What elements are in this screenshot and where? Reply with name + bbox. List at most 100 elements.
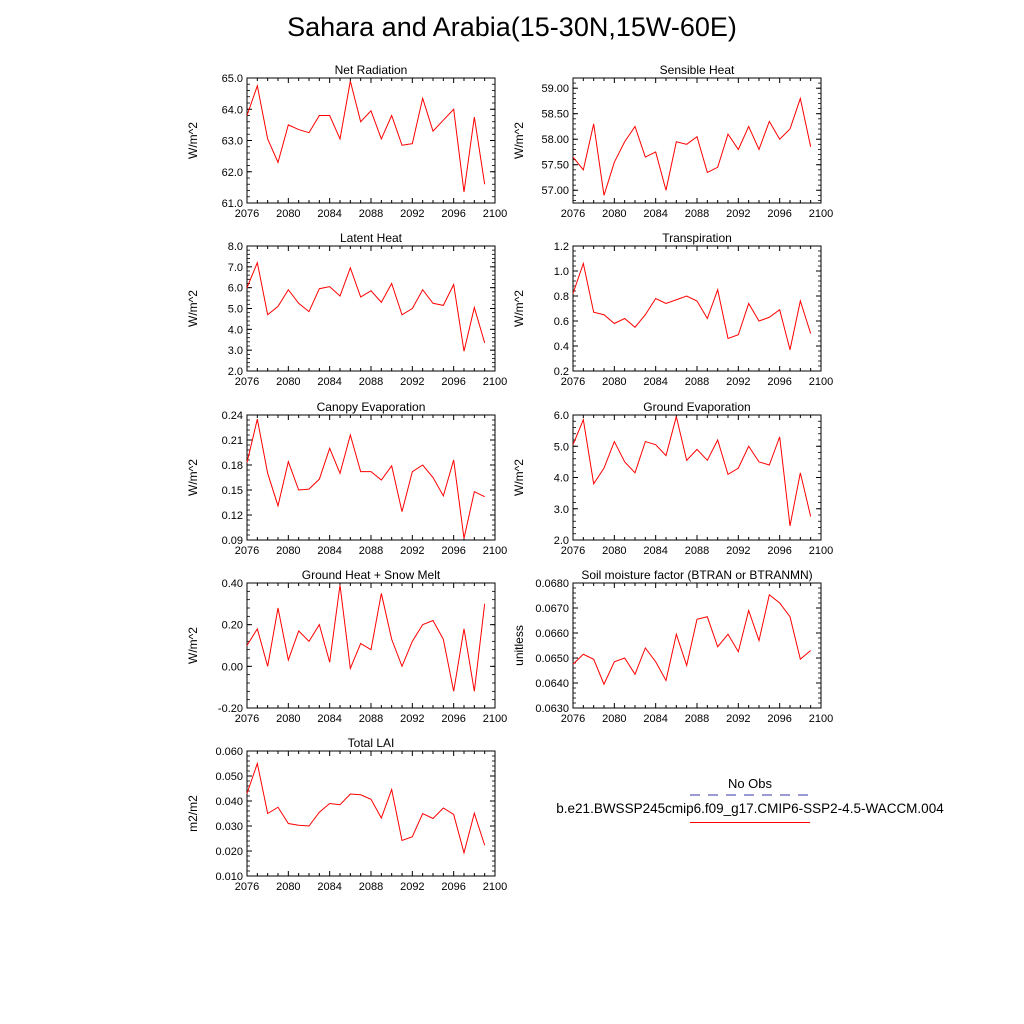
x-tick-label: 2084	[317, 376, 341, 388]
legend-obs-line	[690, 794, 810, 796]
y-tick-label: 57.00	[541, 185, 569, 197]
y-tick-label: 5.0	[554, 441, 569, 453]
y-tick-label: 3.0	[228, 345, 243, 357]
x-tick-label: 2100	[483, 545, 507, 557]
x-tick-label: 2080	[602, 376, 626, 388]
x-tick-label: 2092	[400, 545, 424, 557]
y-tick-label: 0.00	[222, 661, 243, 673]
y-tick-label: 0.15	[222, 485, 243, 497]
x-tick-label: 2096	[441, 376, 465, 388]
legend-obs-label: No Obs	[727, 776, 773, 791]
x-tick-label: 2088	[359, 545, 383, 557]
y-tick-label: 0.09	[222, 535, 243, 547]
x-tick-label: 2100	[809, 713, 833, 725]
panel-title: Latent Heat	[340, 231, 403, 245]
y-tick-label: 0.18	[222, 460, 243, 472]
x-tick-label: 2088	[685, 376, 709, 388]
legend-case-line	[690, 822, 810, 823]
y-axis-label: unitless	[512, 625, 526, 666]
x-tick-label: 2096	[767, 208, 791, 220]
x-tick-label: 2092	[400, 713, 424, 725]
x-tick-label: 2088	[685, 545, 709, 557]
x-tick-label: 2088	[685, 713, 709, 725]
y-tick-label: 5.0	[228, 304, 243, 316]
x-tick-label: 2088	[359, 713, 383, 725]
x-tick-label: 2076	[235, 545, 259, 557]
series-line	[572, 261, 812, 350]
y-tick-label: 1.0	[554, 266, 569, 278]
y-tick-label: 0.40	[222, 578, 243, 590]
x-tick-label: 2076	[235, 376, 259, 388]
panel-title: Net Radiation	[335, 63, 408, 77]
x-tick-label: 2076	[235, 713, 259, 725]
y-axis-label: m2/m2	[186, 795, 200, 832]
series-line	[246, 80, 486, 193]
y-tick-label: 0.060	[215, 746, 243, 758]
y-tick-label: 6.0	[228, 283, 243, 295]
x-tick-label: 2080	[276, 545, 300, 557]
legend: No Obs b.e21.BWSSP245cmip6.f09_g17.CMIP6…	[520, 776, 980, 823]
y-tick-label: 58.50	[541, 109, 569, 121]
x-tick-label: 2080	[276, 881, 300, 893]
x-tick-label: 2080	[602, 713, 626, 725]
x-tick-label: 2088	[359, 881, 383, 893]
y-tick-label: 7.0	[228, 262, 243, 274]
figure-title: Sahara and Arabia(15-30N,15W-60E)	[287, 12, 737, 42]
y-axis-label: W/m^2	[512, 122, 526, 159]
x-tick-label: 2084	[643, 713, 667, 725]
series-line	[246, 419, 485, 539]
y-tick-label: 4.0	[554, 473, 569, 485]
legend-case-label: b.e21.BWSSP245cmip6.f09_g17.CMIP6-SSP2-4…	[556, 801, 944, 816]
x-tick-label: 2076	[561, 208, 585, 220]
y-tick-label: 58.00	[541, 134, 569, 146]
y-tick-label: 1.2	[554, 241, 569, 253]
y-tick-label: 57.50	[541, 160, 569, 172]
x-tick-label: 2100	[483, 713, 507, 725]
x-tick-label: 2092	[400, 208, 424, 220]
y-axis-label: W/m^2	[186, 627, 200, 664]
x-tick-label: 2100	[809, 376, 833, 388]
y-tick-label: 6.0	[554, 410, 569, 422]
y-tick-label: 62.0	[222, 167, 243, 179]
x-tick-label: 2088	[685, 208, 709, 220]
series-line	[246, 761, 486, 855]
panel-title: Ground Evaporation	[643, 400, 750, 414]
x-tick-label: 2096	[767, 376, 791, 388]
y-tick-label: 63.0	[222, 136, 243, 148]
panel-title: Ground Heat + Snow Melt	[302, 568, 441, 582]
y-tick-label: 0.24	[222, 410, 243, 422]
x-tick-label: 2092	[400, 376, 424, 388]
x-tick-label: 2092	[400, 881, 424, 893]
x-tick-label: 2076	[561, 545, 585, 557]
y-axis-label: W/m^2	[186, 122, 200, 159]
x-tick-label: 2092	[726, 713, 750, 725]
x-tick-label: 2100	[483, 208, 507, 220]
x-tick-label: 2076	[235, 208, 259, 220]
panel-title: Sensible Heat	[660, 63, 735, 77]
series-line	[572, 96, 812, 196]
x-tick-label: 2080	[276, 713, 300, 725]
x-tick-label: 2088	[359, 376, 383, 388]
x-tick-label: 2096	[441, 881, 465, 893]
x-tick-label: 2092	[726, 545, 750, 557]
x-tick-label: 2100	[483, 881, 507, 893]
y-tick-label: 3.0	[554, 504, 569, 516]
y-tick-label: 4.0	[228, 324, 243, 336]
y-tick-label: 0.0660	[535, 628, 569, 640]
series-line	[246, 260, 486, 352]
y-axis-label: W/m^2	[512, 459, 526, 496]
y-tick-label: 0.4	[554, 341, 569, 353]
plot-frame	[572, 77, 822, 204]
y-tick-label: 2.0	[554, 535, 569, 547]
series-line	[572, 416, 812, 527]
y-tick-label: 64.0	[222, 104, 243, 116]
y-axis-label: W/m^2	[186, 290, 200, 327]
x-tick-label: 2084	[643, 545, 667, 557]
x-tick-label: 2092	[726, 208, 750, 220]
y-tick-label: 0.030	[215, 821, 243, 833]
y-tick-label: 8.0	[228, 241, 243, 253]
x-tick-label: 2096	[441, 713, 465, 725]
y-tick-label: -0.20	[218, 703, 243, 715]
plot-frame	[572, 245, 822, 372]
